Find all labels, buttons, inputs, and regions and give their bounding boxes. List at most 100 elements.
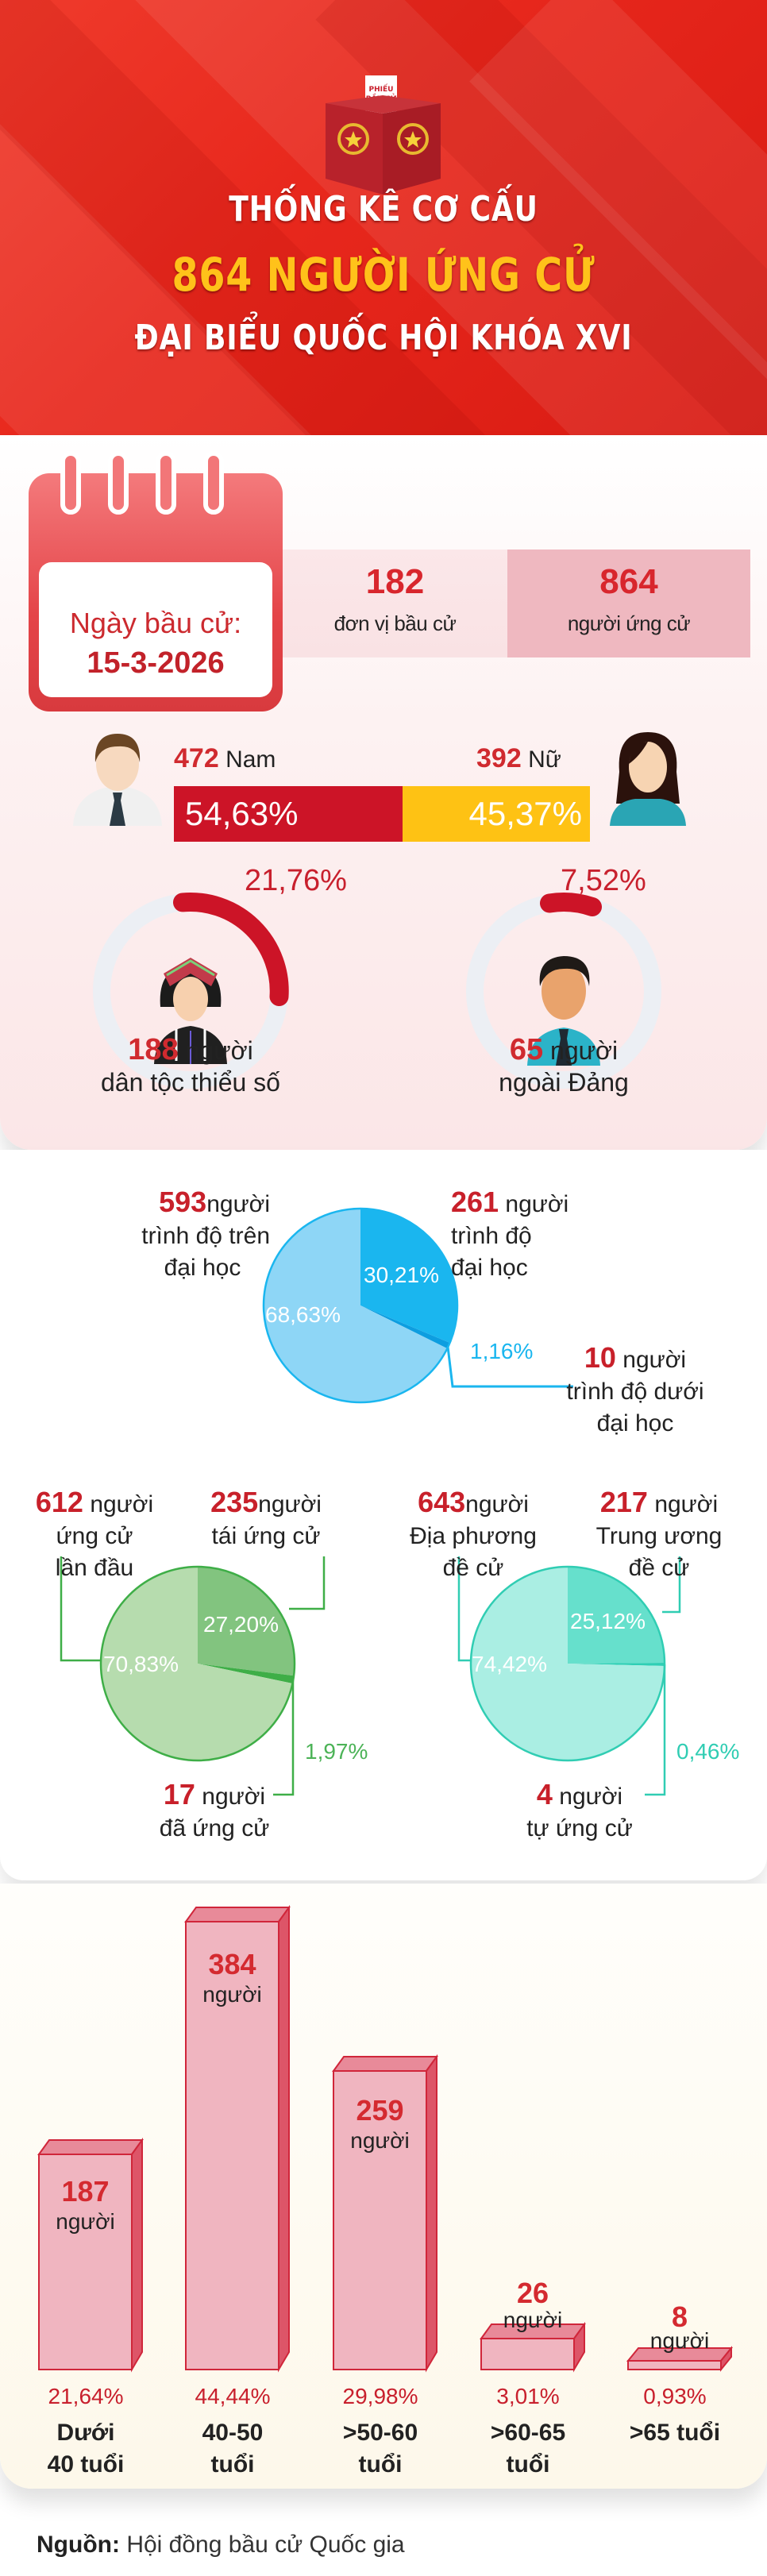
ethnic-person-icon [154, 958, 227, 1064]
nom-self-count: 4 [536, 1778, 553, 1811]
age-50-60-count: 259 [356, 2094, 404, 2127]
edu-above-count: 593 [159, 1186, 207, 1218]
edu-uni-pct: 30,21% [364, 1263, 439, 1287]
calendar-ring [108, 451, 129, 515]
age-over-65-pct: 0,93% [643, 2384, 707, 2408]
units-stat: 182 đơn vị bầu cử [283, 550, 507, 657]
age-bar-40-50 [184, 1904, 291, 2373]
age-bar-50-60 [332, 2053, 438, 2373]
cand-re-line1: tái ứng cử [211, 1523, 321, 1549]
ethnic-label: dân tộc thiểu số [101, 1068, 280, 1097]
calendar-ring [203, 451, 224, 515]
edu-below-line2: đại học [596, 1410, 674, 1436]
male-bar: 54,63% [174, 786, 403, 842]
non-party-unit: người [550, 1036, 619, 1065]
age-50-60-category: >50-60 tuổi [321, 2417, 440, 2481]
ethnic-caption: 188 người dân tộc thiểu số [79, 1034, 302, 1098]
female-bar: 45,37% [403, 786, 590, 842]
age-under-40-count: 187 [61, 2175, 110, 2208]
cand-first-unit: người [90, 1491, 154, 1517]
age-under-40-unit: người [56, 2209, 115, 2234]
cand-first-pct: 70,83% [103, 1652, 179, 1676]
cand-re-count: 235 [210, 1486, 259, 1518]
nom-local-count: 643 [418, 1486, 466, 1518]
nom-local-unit: người [465, 1491, 529, 1517]
candidates-label: người ứng cử [567, 611, 691, 635]
edu-uni-label: 261 người trình độ đại học [451, 1186, 610, 1284]
nom-central-line2: đề cử [628, 1555, 690, 1581]
female-label: Nữ [528, 746, 561, 773]
nom-local-line2: đề cử [442, 1555, 504, 1581]
non-party-person-icon [527, 956, 600, 1066]
age-60-65-cat-line1: >60-65 [490, 2420, 566, 2446]
age-40-50-category: 40-50 tuổi [173, 2417, 292, 2481]
ethnic-pct: 21,76% [245, 864, 347, 897]
age-40-50-unit: người [202, 1982, 262, 2007]
hero-title-line1: THỐNG KÊ CƠ CẤU [229, 189, 538, 229]
non-party-caption: 65 người ngoài Đảng [453, 1034, 675, 1098]
age-40-50-cat-line2: tuổi [210, 2451, 255, 2478]
hero-banner: PHIẾU BẦU CỬ THỐNG KÊ CƠ CẤU 864 NGƯỜI Ứ… [0, 0, 767, 435]
calendar-page [39, 562, 272, 697]
nom-self-line1: tự ứng cử [526, 1815, 633, 1841]
male-count-label: 472 Nam [174, 743, 276, 774]
hero-title-line2: 864 NGƯỜI ỨNG CỬ [172, 248, 595, 302]
age-40-50-cat-line1: 40-50 [202, 2420, 264, 2446]
candidates-value: 864 [599, 562, 658, 601]
non-party-label: ngoài Đảng [499, 1068, 629, 1097]
nom-central-count: 217 [599, 1486, 648, 1518]
pie-slice-central [568, 1567, 665, 1664]
cand-re-unit: người [258, 1491, 322, 1517]
age-60-65-unit: người [503, 2308, 563, 2332]
age-60-65-count: 26 [516, 2277, 549, 2309]
cand-prev-label: 17 người đã ứng cử [143, 1779, 286, 1845]
edu-above-unit: người [206, 1191, 270, 1217]
calendar-icon [29, 451, 283, 711]
candidacy-pie-chart [60, 1556, 326, 1796]
ethnic-count: 188 [128, 1033, 179, 1066]
nomination-pie-chart [457, 1556, 681, 1796]
nom-central-pct: 25,12% [570, 1609, 646, 1633]
ethnic-donut-chart [93, 892, 289, 1089]
nom-local-line1: Địa phương [410, 1523, 537, 1549]
age-over-65-unit: người [649, 2328, 710, 2353]
male-count: 472 [174, 743, 219, 773]
pie-slice-re-election [198, 1567, 295, 1676]
nom-self-pct: 0,46% [676, 1739, 740, 1764]
female-avatar-icon [610, 732, 686, 826]
nom-central-label: 217 người Trung ương đề cử [580, 1487, 738, 1584]
age-50-60-cat-line2: tuổi [358, 2451, 403, 2478]
age-40-50-count: 384 [208, 1948, 256, 1980]
cand-prev-count: 17 [163, 1778, 195, 1811]
age-over-65-count: 8 [671, 2300, 688, 2333]
female-count: 392 [476, 743, 522, 773]
age-bar-60-65 [480, 2321, 586, 2373]
nom-self-label: 4 người tự ứng cử [516, 1779, 643, 1845]
nom-self-unit: người [559, 1784, 623, 1810]
age-under-40-cat-line1: Dưới [56, 2420, 115, 2446]
age-over-65-category: >65 tuổi [615, 2417, 734, 2449]
edu-below-pct: 1,16% [470, 1339, 534, 1363]
nom-local-pct: 74,42% [472, 1652, 547, 1676]
cand-first-count: 612 [35, 1486, 83, 1518]
pie-slice-previous [198, 1664, 294, 1683]
ballot-box-icon: PHIẾU BẦU CỬ [326, 75, 441, 195]
edu-above-pct: 68,63% [265, 1302, 341, 1327]
cand-prev-pct: 1,97% [305, 1739, 368, 1764]
age-40-50-pct: 44,44% [195, 2384, 271, 2408]
female-count-label: 392 Nữ [476, 743, 561, 774]
pie-slice-above-university [264, 1209, 448, 1402]
nom-local-label: 643người Địa phương đề cử [394, 1487, 553, 1584]
non-party-count: 65 [509, 1033, 544, 1066]
nom-central-unit: người [654, 1491, 719, 1517]
cand-re-pct: 27,20% [203, 1612, 279, 1637]
non-party-pct: 7,52% [561, 864, 646, 897]
election-date-label: Ngày bầu cử: [69, 607, 242, 639]
age-60-65-cat-line2: tuổi [506, 2451, 550, 2478]
source-label: Nguồn: [37, 2532, 120, 2558]
units-label: đơn vị bầu cử [333, 611, 457, 635]
edu-below-unit: người [622, 1347, 687, 1373]
pie-slice-local [471, 1567, 665, 1760]
cand-first-line1: ứng cử [56, 1523, 133, 1549]
calendar-ring [60, 451, 81, 515]
